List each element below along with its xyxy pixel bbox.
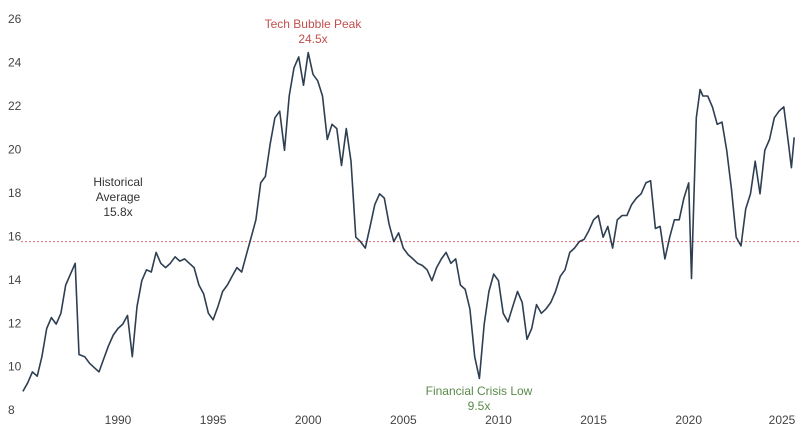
annotation: 15.8x: [103, 205, 132, 219]
x-tick-label: 2015: [580, 413, 607, 427]
annotation: Historical: [93, 175, 142, 189]
y-tick-label: 8: [8, 403, 15, 417]
y-tick-label: 18: [8, 186, 22, 200]
annotation: Financial Crisis Low: [426, 384, 533, 398]
y-tick-label: 22: [8, 99, 22, 113]
y-tick-label: 24: [8, 56, 22, 70]
y-tick-label: 26: [8, 12, 22, 26]
x-tick-label: 2000: [295, 413, 322, 427]
pe-line: [22, 51, 795, 392]
y-tick-label: 14: [8, 273, 22, 287]
annotation: 24.5x: [298, 32, 327, 46]
annotation: Tech Bubble Peak: [265, 17, 363, 31]
x-tick-label: 1995: [200, 413, 227, 427]
x-tick-label: 1990: [105, 413, 132, 427]
x-tick-label: 2005: [390, 413, 417, 427]
y-tick-label: 16: [8, 229, 22, 243]
x-tick-label: 2010: [485, 413, 512, 427]
y-tick-label: 12: [8, 316, 22, 330]
y-tick-label: 20: [8, 143, 22, 157]
x-tick-label: 2025: [769, 413, 796, 427]
annotation: 9.5x: [468, 399, 491, 413]
x-tick-label: 2020: [675, 413, 702, 427]
annotation: Average: [96, 190, 141, 204]
y-tick-label: 10: [8, 360, 22, 374]
